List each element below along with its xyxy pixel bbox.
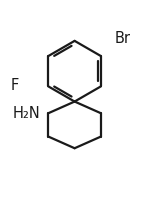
Text: H₂N: H₂N <box>13 106 40 121</box>
Text: Br: Br <box>115 31 131 46</box>
Text: F: F <box>10 78 19 93</box>
